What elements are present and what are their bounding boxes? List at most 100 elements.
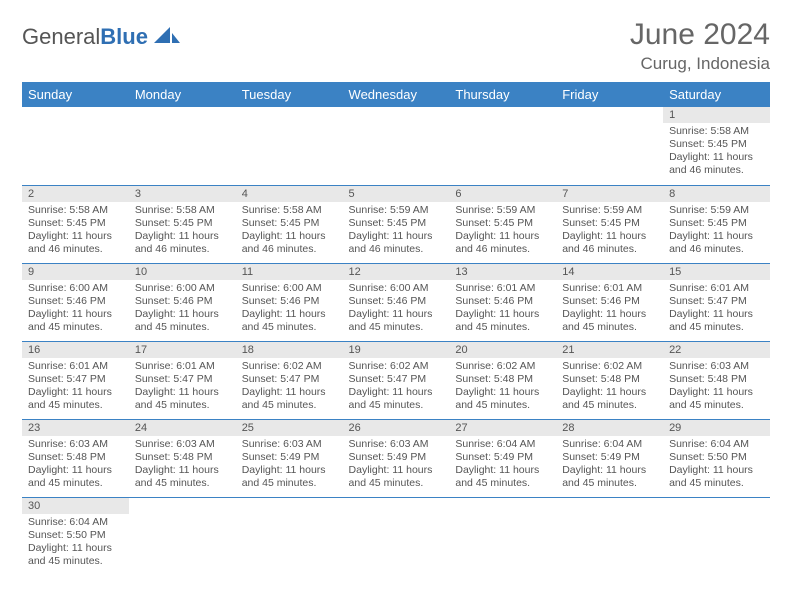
day-number: 6 bbox=[449, 186, 556, 202]
calendar-cell: 30Sunrise: 6:04 AMSunset: 5:50 PMDayligh… bbox=[22, 497, 129, 575]
calendar-cell: 15Sunrise: 6:01 AMSunset: 5:47 PMDayligh… bbox=[663, 263, 770, 341]
calendar-cell bbox=[663, 497, 770, 575]
day-details: Sunrise: 6:01 AMSunset: 5:47 PMDaylight:… bbox=[22, 358, 129, 417]
day-details: Sunrise: 5:59 AMSunset: 5:45 PMDaylight:… bbox=[449, 202, 556, 261]
weekday-header: Tuesday bbox=[236, 82, 343, 107]
day-number: 13 bbox=[449, 264, 556, 280]
title-block: June 2024 Curug, Indonesia bbox=[630, 18, 770, 74]
day-number: 24 bbox=[129, 420, 236, 436]
calendar-cell: 9Sunrise: 6:00 AMSunset: 5:46 PMDaylight… bbox=[22, 263, 129, 341]
weekday-header: Wednesday bbox=[343, 82, 450, 107]
calendar-cell: 1Sunrise: 5:58 AMSunset: 5:45 PMDaylight… bbox=[663, 107, 770, 185]
calendar-table: SundayMondayTuesdayWednesdayThursdayFrid… bbox=[22, 82, 770, 575]
day-number: 8 bbox=[663, 186, 770, 202]
day-number: 21 bbox=[556, 342, 663, 358]
calendar-cell: 5Sunrise: 5:59 AMSunset: 5:45 PMDaylight… bbox=[343, 185, 450, 263]
calendar-cell: 10Sunrise: 6:00 AMSunset: 5:46 PMDayligh… bbox=[129, 263, 236, 341]
calendar-cell bbox=[22, 107, 129, 185]
calendar-cell bbox=[343, 107, 450, 185]
weekday-header: Friday bbox=[556, 82, 663, 107]
day-number: 4 bbox=[236, 186, 343, 202]
day-number: 28 bbox=[556, 420, 663, 436]
calendar-cell: 2Sunrise: 5:58 AMSunset: 5:45 PMDaylight… bbox=[22, 185, 129, 263]
day-number: 26 bbox=[343, 420, 450, 436]
calendar-cell: 7Sunrise: 5:59 AMSunset: 5:45 PMDaylight… bbox=[556, 185, 663, 263]
calendar-cell bbox=[236, 107, 343, 185]
day-details: Sunrise: 6:04 AMSunset: 5:50 PMDaylight:… bbox=[22, 514, 129, 573]
calendar-cell: 24Sunrise: 6:03 AMSunset: 5:48 PMDayligh… bbox=[129, 419, 236, 497]
calendar-cell bbox=[449, 107, 556, 185]
day-number: 20 bbox=[449, 342, 556, 358]
calendar-cell: 26Sunrise: 6:03 AMSunset: 5:49 PMDayligh… bbox=[343, 419, 450, 497]
calendar-cell: 4Sunrise: 5:58 AMSunset: 5:45 PMDaylight… bbox=[236, 185, 343, 263]
calendar-cell: 22Sunrise: 6:03 AMSunset: 5:48 PMDayligh… bbox=[663, 341, 770, 419]
calendar-row: 9Sunrise: 6:00 AMSunset: 5:46 PMDaylight… bbox=[22, 263, 770, 341]
location: Curug, Indonesia bbox=[630, 54, 770, 74]
day-details: Sunrise: 6:02 AMSunset: 5:48 PMDaylight:… bbox=[449, 358, 556, 417]
calendar-row: 30Sunrise: 6:04 AMSunset: 5:50 PMDayligh… bbox=[22, 497, 770, 575]
logo: GeneralBlue bbox=[22, 24, 180, 50]
weekday-header: Thursday bbox=[449, 82, 556, 107]
day-details: Sunrise: 5:58 AMSunset: 5:45 PMDaylight:… bbox=[236, 202, 343, 261]
calendar-cell bbox=[236, 497, 343, 575]
day-details: Sunrise: 5:59 AMSunset: 5:45 PMDaylight:… bbox=[556, 202, 663, 261]
calendar-cell bbox=[556, 107, 663, 185]
calendar-cell bbox=[129, 497, 236, 575]
day-details: Sunrise: 5:58 AMSunset: 5:45 PMDaylight:… bbox=[663, 123, 770, 182]
calendar-cell bbox=[556, 497, 663, 575]
calendar-cell: 12Sunrise: 6:00 AMSunset: 5:46 PMDayligh… bbox=[343, 263, 450, 341]
day-number: 10 bbox=[129, 264, 236, 280]
header: GeneralBlue June 2024 Curug, Indonesia bbox=[22, 18, 770, 74]
day-details: Sunrise: 6:03 AMSunset: 5:48 PMDaylight:… bbox=[22, 436, 129, 495]
calendar-cell: 13Sunrise: 6:01 AMSunset: 5:46 PMDayligh… bbox=[449, 263, 556, 341]
calendar-cell: 18Sunrise: 6:02 AMSunset: 5:47 PMDayligh… bbox=[236, 341, 343, 419]
day-number: 29 bbox=[663, 420, 770, 436]
day-details: Sunrise: 6:02 AMSunset: 5:48 PMDaylight:… bbox=[556, 358, 663, 417]
day-details: Sunrise: 6:03 AMSunset: 5:49 PMDaylight:… bbox=[343, 436, 450, 495]
day-details: Sunrise: 6:02 AMSunset: 5:47 PMDaylight:… bbox=[343, 358, 450, 417]
calendar-cell bbox=[449, 497, 556, 575]
day-details: Sunrise: 6:03 AMSunset: 5:48 PMDaylight:… bbox=[129, 436, 236, 495]
month-title: June 2024 bbox=[630, 18, 770, 52]
calendar-cell: 27Sunrise: 6:04 AMSunset: 5:49 PMDayligh… bbox=[449, 419, 556, 497]
calendar-cell: 11Sunrise: 6:00 AMSunset: 5:46 PMDayligh… bbox=[236, 263, 343, 341]
day-number: 3 bbox=[129, 186, 236, 202]
day-details: Sunrise: 5:59 AMSunset: 5:45 PMDaylight:… bbox=[343, 202, 450, 261]
day-details: Sunrise: 6:03 AMSunset: 5:48 PMDaylight:… bbox=[663, 358, 770, 417]
day-details: Sunrise: 6:00 AMSunset: 5:46 PMDaylight:… bbox=[236, 280, 343, 339]
day-number: 19 bbox=[343, 342, 450, 358]
day-details: Sunrise: 5:58 AMSunset: 5:45 PMDaylight:… bbox=[129, 202, 236, 261]
day-details: Sunrise: 6:01 AMSunset: 5:47 PMDaylight:… bbox=[129, 358, 236, 417]
day-details: Sunrise: 5:59 AMSunset: 5:45 PMDaylight:… bbox=[663, 202, 770, 261]
day-number: 17 bbox=[129, 342, 236, 358]
day-number: 25 bbox=[236, 420, 343, 436]
calendar-cell: 25Sunrise: 6:03 AMSunset: 5:49 PMDayligh… bbox=[236, 419, 343, 497]
calendar-cell: 23Sunrise: 6:03 AMSunset: 5:48 PMDayligh… bbox=[22, 419, 129, 497]
day-number: 22 bbox=[663, 342, 770, 358]
logo-part1: General bbox=[22, 24, 100, 49]
calendar-cell: 28Sunrise: 6:04 AMSunset: 5:49 PMDayligh… bbox=[556, 419, 663, 497]
day-number: 23 bbox=[22, 420, 129, 436]
weekday-header: Sunday bbox=[22, 82, 129, 107]
day-number: 2 bbox=[22, 186, 129, 202]
day-details: Sunrise: 6:01 AMSunset: 5:46 PMDaylight:… bbox=[556, 280, 663, 339]
day-number: 7 bbox=[556, 186, 663, 202]
day-number: 15 bbox=[663, 264, 770, 280]
logo-text: GeneralBlue bbox=[22, 24, 148, 50]
calendar-cell: 29Sunrise: 6:04 AMSunset: 5:50 PMDayligh… bbox=[663, 419, 770, 497]
day-details: Sunrise: 6:02 AMSunset: 5:47 PMDaylight:… bbox=[236, 358, 343, 417]
day-number: 5 bbox=[343, 186, 450, 202]
calendar-cell: 14Sunrise: 6:01 AMSunset: 5:46 PMDayligh… bbox=[556, 263, 663, 341]
calendar-row: 2Sunrise: 5:58 AMSunset: 5:45 PMDaylight… bbox=[22, 185, 770, 263]
day-number: 12 bbox=[343, 264, 450, 280]
day-details: Sunrise: 5:58 AMSunset: 5:45 PMDaylight:… bbox=[22, 202, 129, 261]
day-number: 11 bbox=[236, 264, 343, 280]
calendar-cell: 17Sunrise: 6:01 AMSunset: 5:47 PMDayligh… bbox=[129, 341, 236, 419]
weekday-header: Monday bbox=[129, 82, 236, 107]
day-details: Sunrise: 6:00 AMSunset: 5:46 PMDaylight:… bbox=[22, 280, 129, 339]
calendar-cell bbox=[129, 107, 236, 185]
calendar-cell: 6Sunrise: 5:59 AMSunset: 5:45 PMDaylight… bbox=[449, 185, 556, 263]
calendar-cell: 3Sunrise: 5:58 AMSunset: 5:45 PMDaylight… bbox=[129, 185, 236, 263]
day-number: 1 bbox=[663, 107, 770, 123]
calendar-cell: 8Sunrise: 5:59 AMSunset: 5:45 PMDaylight… bbox=[663, 185, 770, 263]
